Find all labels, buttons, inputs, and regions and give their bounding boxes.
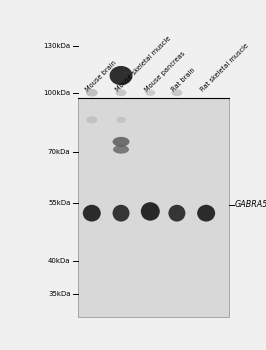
- Text: Mouse skeletal muscle: Mouse skeletal muscle: [114, 35, 172, 93]
- Text: 35kDa: 35kDa: [48, 291, 70, 297]
- Ellipse shape: [115, 89, 127, 96]
- Text: 100kDa: 100kDa: [43, 90, 70, 96]
- Text: 70kDa: 70kDa: [48, 149, 70, 155]
- Text: 55kDa: 55kDa: [48, 200, 70, 206]
- Ellipse shape: [145, 90, 155, 96]
- Ellipse shape: [113, 137, 130, 147]
- Ellipse shape: [110, 66, 132, 85]
- Ellipse shape: [113, 145, 129, 154]
- Text: Mouse brain: Mouse brain: [85, 60, 118, 93]
- Ellipse shape: [141, 202, 160, 220]
- FancyBboxPatch shape: [78, 98, 229, 317]
- Text: Rat skeletal muscle: Rat skeletal muscle: [199, 42, 250, 93]
- Ellipse shape: [113, 205, 130, 222]
- Ellipse shape: [83, 205, 101, 222]
- Text: 130kDa: 130kDa: [43, 42, 70, 49]
- Ellipse shape: [197, 205, 215, 222]
- Ellipse shape: [86, 116, 97, 123]
- Text: 40kDa: 40kDa: [48, 258, 70, 264]
- Ellipse shape: [168, 205, 185, 222]
- Ellipse shape: [86, 89, 98, 97]
- Text: Mouse pancreas: Mouse pancreas: [143, 50, 186, 93]
- Ellipse shape: [116, 117, 126, 123]
- Text: GABRA5: GABRA5: [235, 200, 266, 209]
- Text: Rat brain: Rat brain: [170, 67, 196, 93]
- Ellipse shape: [171, 89, 182, 96]
